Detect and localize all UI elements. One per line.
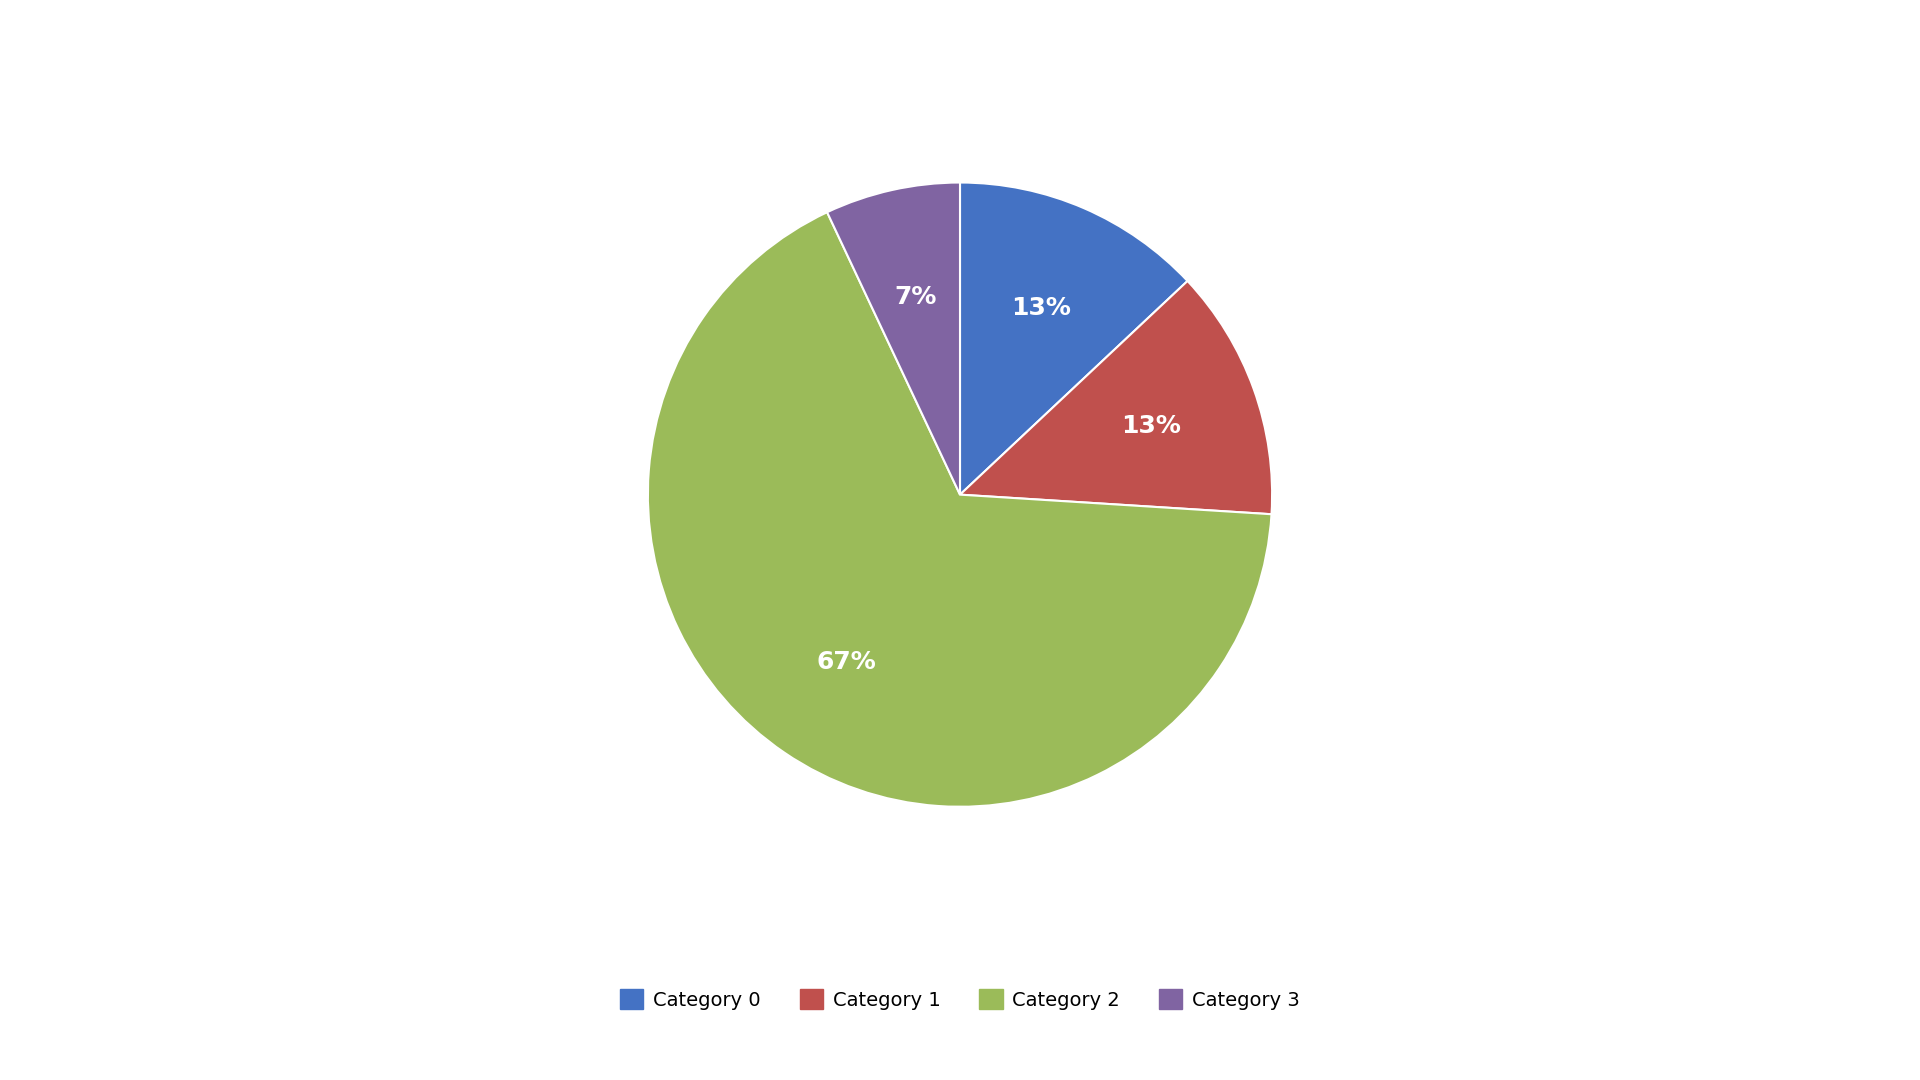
Text: 13%: 13%: [1010, 296, 1071, 321]
Text: 67%: 67%: [816, 650, 876, 674]
Text: 7%: 7%: [895, 285, 937, 309]
Legend: Category 0, Category 1, Category 2, Category 3: Category 0, Category 1, Category 2, Cate…: [612, 982, 1308, 1017]
Wedge shape: [828, 183, 960, 495]
Wedge shape: [960, 281, 1273, 514]
Wedge shape: [647, 213, 1271, 807]
Text: 13%: 13%: [1121, 414, 1181, 437]
Wedge shape: [960, 183, 1188, 495]
